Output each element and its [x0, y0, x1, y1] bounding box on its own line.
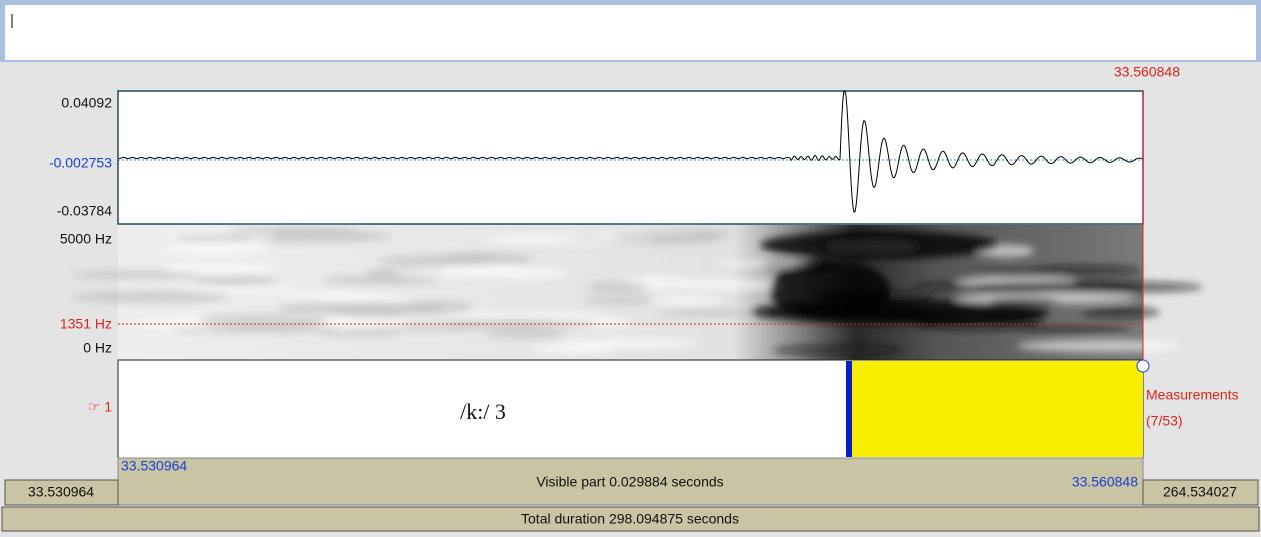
- visible-part: Visible part 0.029884 seconds: [536, 474, 723, 490]
- waveform-max: 0.04092: [61, 95, 112, 111]
- spectrogram-texture: [184, 287, 294, 293]
- praat-editor: 33.560848 0.04092 -0.002753 -0.03784 500…: [0, 0, 1261, 532]
- spectrogram-texture: [199, 314, 330, 328]
- spectrogram-texture: [973, 281, 1137, 291]
- spectrogram-texture: [320, 331, 400, 337]
- spectrogram-texture: [973, 269, 1063, 277]
- spectrogram-texture: [587, 282, 647, 293]
- spectrogram-texture: [378, 255, 501, 266]
- selection: [852, 361, 1143, 457]
- spectrogram-texture: [1017, 340, 1180, 352]
- right-time: 264.534027: [1163, 484, 1237, 500]
- spectrogram-texture: [1021, 327, 1130, 334]
- window-end: 33.560848: [1072, 474, 1138, 490]
- waveform-panel: [118, 91, 1143, 224]
- spectrogram-texture: [649, 296, 724, 305]
- spectrogram-texture: [393, 267, 570, 280]
- interval-text[interactable]: /k:/ 3: [460, 399, 506, 424]
- formant-band: [760, 231, 1000, 259]
- spectrogram-max: 5000 Hz: [60, 231, 112, 247]
- spectrogram-texture: [772, 346, 905, 355]
- spectrogram: [71, 225, 1203, 360]
- spectrogram-min: 0 Hz: [83, 340, 112, 356]
- spectrogram-texture: [281, 293, 379, 299]
- spectrogram-texture: [406, 301, 474, 312]
- measurements-label[interactable]: Measurements: [1146, 387, 1239, 403]
- editor-canvas: 33.560848 0.04092 -0.002753 -0.03784 500…: [0, 0, 1261, 532]
- window-start: 33.530964: [121, 458, 187, 474]
- spectrogram-texture: [583, 296, 657, 304]
- cursor-time: 33.560848: [1114, 64, 1180, 80]
- spectrogram-texture: [71, 291, 231, 304]
- spectrogram-texture: [227, 227, 362, 234]
- spectrogram-texture: [485, 329, 566, 338]
- spectrogram-texture: [558, 338, 699, 348]
- spectrogram-texture: [162, 262, 274, 273]
- waveform-min: -0.03784: [57, 203, 112, 219]
- spectrogram-texture: [613, 233, 729, 240]
- spectrogram-texture: [191, 276, 278, 285]
- formant-band: [770, 260, 890, 320]
- measurements-count: (7/53): [1146, 413, 1183, 429]
- spectrogram-texture: [1081, 307, 1159, 318]
- text-field[interactable]: [5, 5, 1256, 60]
- spectrogram-texture: [164, 241, 269, 254]
- total-duration: Total duration 298.094875 seconds: [521, 511, 739, 527]
- spectrogram-cursor: 1351 Hz: [60, 316, 112, 332]
- left-time: 33.530964: [28, 484, 94, 500]
- interval-boundary[interactable]: [846, 361, 852, 457]
- tier-label[interactable]: ☞ 1: [88, 399, 112, 415]
- boundary-handle[interactable]: [1137, 360, 1149, 372]
- waveform-zero: -0.002753: [49, 155, 112, 171]
